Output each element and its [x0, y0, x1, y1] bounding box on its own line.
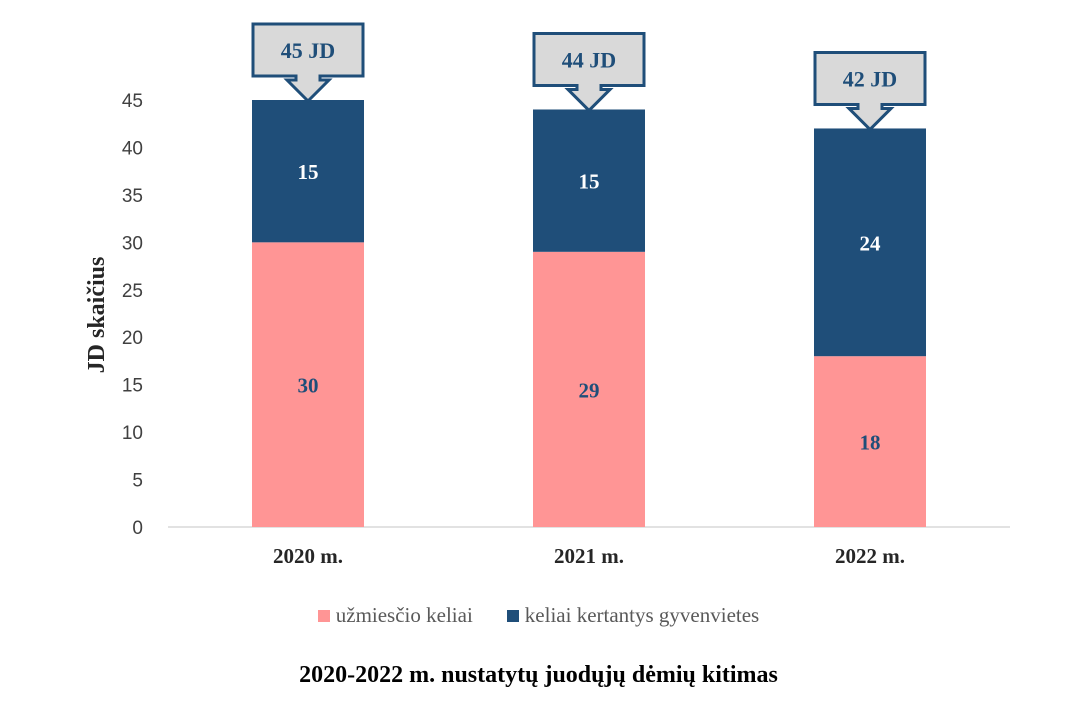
x-category-label: 2022 m. [835, 544, 905, 568]
total-callout-shape [251, 22, 365, 104]
legend-item-series-1: užmiesčio keliai [317, 603, 473, 628]
y-tick-label: 45 [122, 91, 143, 112]
y-tick-label: 0 [132, 518, 143, 539]
y-tick-label: 15 [122, 376, 143, 397]
y-tick-label: 35 [122, 186, 143, 207]
bar-segment-series-2 [252, 100, 364, 243]
total-callout-label: 45 JD [281, 38, 335, 63]
legend-label-series-1: užmiesčio keliai [335, 603, 473, 627]
bar-segment-series-2 [814, 128, 926, 357]
y-tick-label: 40 [122, 138, 143, 159]
bar-segment-series-2 [533, 109, 645, 252]
y-tick-label: 20 [122, 328, 143, 349]
bar-segment-series-1 [252, 242, 364, 528]
total-callout-shape [813, 50, 927, 132]
y-axis-ticks: 0 5 10 15 20 25 30 35 40 45 [122, 91, 143, 539]
x-category-label: 2021 m. [554, 544, 624, 568]
data-label: 24 [860, 231, 882, 255]
data-label: 30 [298, 374, 319, 398]
legend-label-series-2: keliai kertantys gyvenvietes [524, 603, 760, 627]
total-callout-shape [532, 31, 646, 113]
y-tick-label: 30 [122, 233, 143, 254]
x-category-label: 2020 m. [273, 544, 343, 568]
data-label: 29 [579, 378, 600, 402]
data-label: 15 [579, 170, 600, 194]
total-callouts: 45 JD 44 JD 42 JD [251, 22, 927, 132]
bar-segment-series-1 [814, 356, 926, 527]
chart-title: 2020-2022 m. nustatytų juodųjų dėmių kit… [299, 662, 778, 688]
data-label: 15 [298, 160, 319, 184]
legend-swatch-series-1 [317, 609, 330, 622]
legend: užmiesčio keliai keliai kertantys gyvenv… [0, 603, 1077, 628]
y-axis-label: JD skaičius [84, 257, 110, 374]
bars: 30 15 29 15 18 24 [252, 100, 926, 528]
legend-item-series-2: keliai kertantys gyvenvietes [506, 603, 760, 628]
data-label: 18 [860, 431, 881, 455]
x-axis-categories: 2020 m. 2021 m. 2022 m. [273, 544, 905, 568]
legend-swatch-series-2 [506, 609, 519, 622]
y-tick-label: 25 [122, 281, 143, 302]
bar-segment-series-1 [533, 251, 645, 528]
total-callout-label: 42 JD [843, 66, 897, 91]
y-tick-label: 5 [132, 471, 143, 492]
y-tick-label: 10 [122, 423, 143, 444]
total-callout-label: 44 JD [562, 47, 616, 72]
